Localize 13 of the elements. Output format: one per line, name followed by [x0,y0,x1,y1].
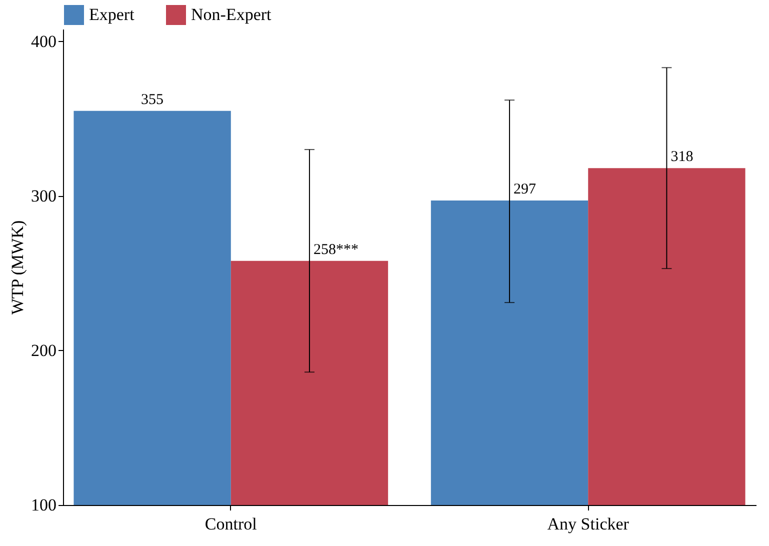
x-tick-label: Any Sticker [547,514,630,534]
y-axis-title: WTP (MWK) [8,220,27,315]
data-label: 355 [141,92,164,108]
data-label: 318 [670,149,694,166]
y-tick-label: 200 [31,340,56,360]
y-tick-label: 400 [31,32,56,51]
y-tick-label: 100 [31,496,56,514]
legend-label: Expert [89,5,135,24]
x-tick-label: Control [204,514,258,534]
data-label: 258*** [313,242,358,258]
data-label: 297 [514,182,537,198]
y-tick-label: 300 [31,186,56,206]
legend-label: Non-Expert [191,5,272,24]
